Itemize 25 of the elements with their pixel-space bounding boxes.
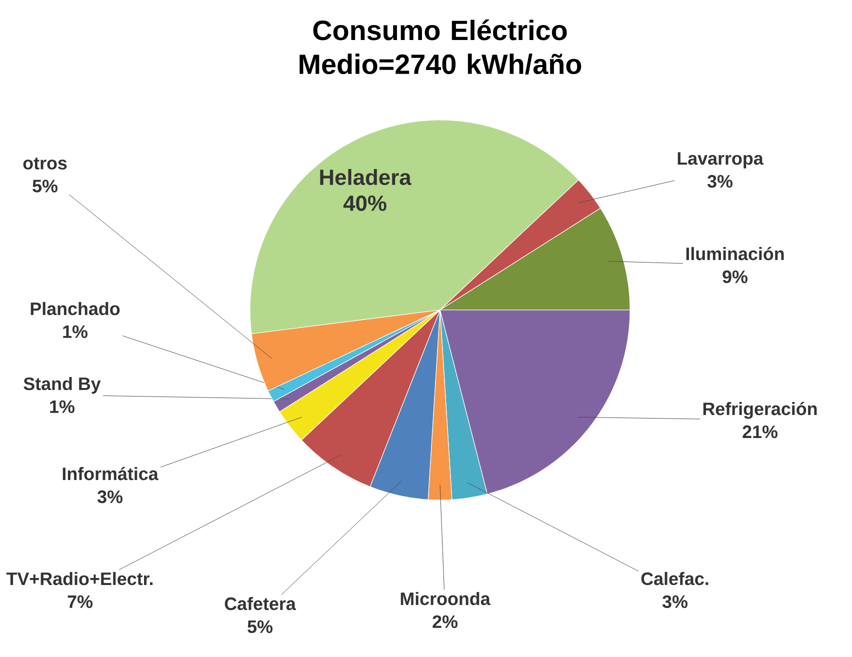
data-label: 3% (97, 490, 122, 504)
data-label: 1% (50, 400, 74, 414)
slice-label: Calefac. (641, 572, 708, 586)
chart-title: Consumo Eléctrico Medio=2740 kWh/año (300, 20, 582, 74)
slice-label: Microonda (400, 592, 490, 606)
data-label: 3% (662, 595, 688, 608)
slice-label: Refrigeración (703, 402, 817, 419)
data-label: 2% (432, 615, 458, 628)
data-label: 9% (722, 270, 748, 284)
data-label: 7% (68, 595, 92, 608)
slice-label: otros (23, 158, 67, 170)
data-label: 21% (742, 425, 778, 438)
slice-label: Informática (62, 466, 158, 480)
slice-label: TV+Radio+Electr. (6, 572, 153, 586)
data-label: 1% (63, 325, 88, 338)
data-label: 5% (248, 620, 272, 634)
slice-label: Planchado (30, 302, 120, 316)
data-label: 5% (32, 180, 58, 192)
data-label: 40% (343, 195, 386, 211)
slice-label: Stand By (24, 376, 101, 394)
slice-label: Lavarropa (678, 152, 764, 168)
slice-label: Iluminación (686, 246, 784, 260)
slice-label: Cafetera (224, 596, 296, 610)
slice-label: Heladera (320, 168, 412, 186)
data-label: 3% (707, 174, 732, 188)
